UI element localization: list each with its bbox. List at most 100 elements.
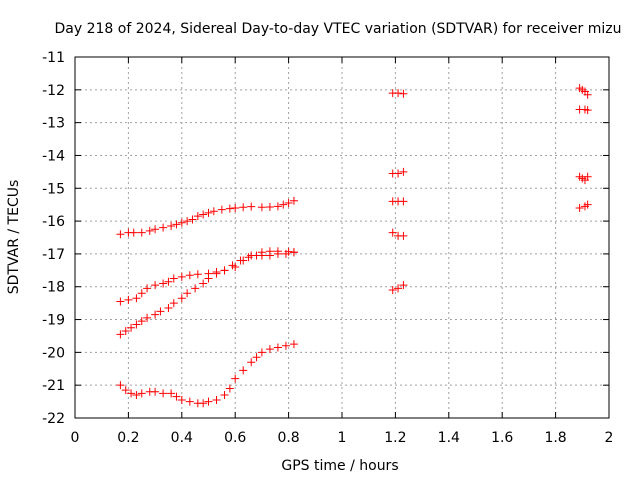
data-point — [583, 90, 592, 99]
data-point — [257, 203, 266, 212]
data-point — [116, 330, 125, 339]
data-point — [265, 345, 274, 354]
data-point — [151, 387, 160, 396]
x-tick-label: 1 — [338, 430, 347, 446]
data-point — [265, 202, 274, 211]
y-tick-label: -12 — [42, 83, 65, 99]
data-point — [185, 271, 194, 280]
data-point — [159, 279, 168, 288]
data-point — [199, 279, 208, 288]
series-track-4 — [116, 340, 298, 408]
data-point — [388, 286, 397, 295]
data-point — [289, 248, 298, 257]
data-point — [225, 204, 234, 213]
data-point — [191, 284, 200, 293]
data-point — [164, 304, 173, 313]
data-point — [167, 389, 176, 398]
data-point — [156, 307, 165, 316]
data-point — [193, 270, 202, 279]
data-point — [137, 317, 146, 326]
data-point — [273, 202, 282, 211]
data-point — [583, 106, 592, 115]
data-point — [394, 169, 403, 178]
data-point — [151, 225, 160, 234]
data-point — [169, 274, 178, 283]
data-point — [137, 389, 146, 398]
data-point — [121, 327, 130, 336]
grid-lines — [75, 57, 609, 418]
data-point — [212, 395, 221, 404]
y-tick-label: -22 — [42, 411, 65, 427]
data-point — [236, 256, 245, 265]
data-point — [204, 397, 213, 406]
data-point — [257, 348, 266, 357]
data-point — [225, 384, 234, 393]
data-point — [281, 341, 290, 350]
data-point — [183, 289, 192, 298]
data-point — [220, 391, 229, 400]
x-tick-label: 1.4 — [438, 430, 460, 446]
series-track-9 — [388, 281, 408, 295]
data-point — [132, 294, 141, 303]
data-point — [151, 281, 160, 290]
y-tick-label: -17 — [42, 247, 65, 263]
series-track-6 — [388, 167, 408, 178]
data-point — [399, 281, 408, 290]
y-tick-label: -20 — [42, 345, 65, 361]
data-point — [239, 203, 248, 212]
series-track-12 — [575, 172, 592, 185]
chart-title: Day 218 of 2024, Sidereal Day-to-day VTE… — [55, 21, 622, 37]
data-point — [583, 200, 592, 209]
x-tick-label: 0 — [71, 430, 80, 446]
data-point — [169, 299, 178, 308]
data-point — [129, 228, 138, 237]
data-point — [127, 389, 136, 398]
data-point — [394, 284, 403, 293]
x-tick-label: 0.4 — [171, 430, 193, 446]
data-point — [399, 231, 408, 240]
y-tick-label: -21 — [42, 378, 65, 394]
series-track-1 — [116, 196, 298, 239]
data-point — [399, 89, 408, 98]
data-point — [209, 207, 218, 216]
data-point — [172, 220, 181, 229]
data-point — [159, 389, 168, 398]
data-point — [177, 294, 186, 303]
data-point — [124, 295, 133, 304]
y-axis-label: SDTVAR / TECUs — [6, 180, 22, 295]
data-point — [399, 167, 408, 176]
data-point — [284, 199, 293, 208]
x-tick-label: 0.2 — [117, 430, 139, 446]
data-point — [257, 251, 266, 260]
data-point — [143, 284, 152, 293]
data-point — [247, 358, 256, 367]
y-tick-label: -11 — [42, 50, 65, 66]
data-point — [137, 289, 146, 298]
y-tick-label: -13 — [42, 116, 65, 132]
data-point — [231, 203, 240, 212]
y-tick-label: -14 — [42, 148, 65, 164]
data-point — [132, 391, 141, 400]
data-point — [199, 399, 208, 408]
data-point — [220, 266, 229, 275]
data-point — [116, 297, 125, 306]
data-point — [159, 223, 168, 232]
data-point — [204, 274, 213, 283]
data-point — [239, 366, 248, 375]
x-tick-label: 1.6 — [491, 430, 513, 446]
y-tick-label: -18 — [42, 280, 65, 296]
series-track-8 — [388, 228, 408, 240]
data-points — [116, 84, 592, 408]
x-tick-label: 1.2 — [384, 430, 406, 446]
data-point — [279, 200, 288, 209]
data-point — [172, 392, 181, 401]
data-point — [388, 228, 397, 237]
data-point — [228, 261, 237, 270]
data-point — [183, 217, 192, 226]
data-point — [575, 203, 584, 212]
data-point — [121, 386, 130, 395]
series-track-11 — [575, 105, 592, 115]
data-point — [177, 395, 186, 404]
data-point — [143, 313, 152, 322]
